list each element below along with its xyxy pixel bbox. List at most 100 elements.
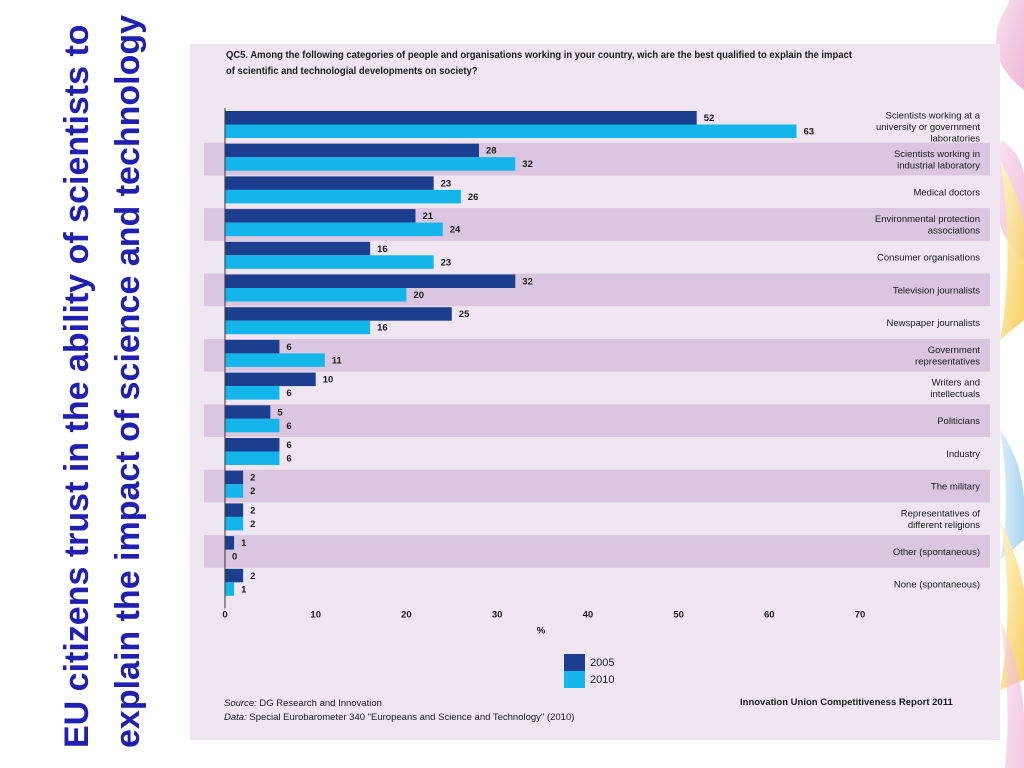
report-name: Innovation Union Competitiveness Report … <box>740 697 953 708</box>
value-label-2005: 25 <box>459 309 470 320</box>
value-label-2010: 63 <box>804 127 815 138</box>
value-label-2005: 23 <box>441 178 452 189</box>
value-label-2010: 32 <box>522 159 533 170</box>
x-tick-label: 0 <box>222 610 227 621</box>
bar-2010 <box>225 484 244 498</box>
bar-2010 <box>225 386 280 400</box>
bars: 5263283223262124162332202516611106566622… <box>225 111 814 596</box>
row-band <box>204 404 990 437</box>
bar-2010 <box>225 124 797 138</box>
legend-item-2005: 2005 <box>564 654 614 671</box>
category-label: Scientists working at a university or gov… <box>876 110 981 144</box>
legend-label-2005: 2005 <box>590 656 615 669</box>
value-label-2005: 10 <box>323 375 334 386</box>
category-labels: Scientists working at a university or gov… <box>875 110 981 590</box>
bar-2005 <box>225 111 697 125</box>
x-tick-label: 70 <box>855 610 866 621</box>
value-label-2005: 2 <box>250 505 255 516</box>
chart-title: QC5. Among the following categories of p… <box>226 49 852 77</box>
bar-2010 <box>225 320 371 335</box>
value-label-2010: 6 <box>286 388 291 399</box>
value-label-2005: 1 <box>241 538 247 549</box>
value-label-2005: 52 <box>704 113 715 124</box>
value-label-2010: 26 <box>468 192 479 203</box>
category-label: Television journalists <box>893 285 980 296</box>
bar-2010 <box>225 222 443 237</box>
x-tick-label: 10 <box>310 610 321 621</box>
category-label: Scientists working in industrial laborato… <box>894 149 980 172</box>
source-line: Source: DG Research and Innovation <box>224 697 574 711</box>
bar-2010 <box>225 516 244 531</box>
x-tick-label: 40 <box>583 610 594 621</box>
row-band <box>204 338 990 372</box>
value-label-2010: 16 <box>377 323 388 334</box>
value-label-2005: 5 <box>277 407 283 418</box>
bar-2010 <box>225 353 325 367</box>
bar-2010 <box>225 451 280 465</box>
value-label-2010: 20 <box>413 290 424 301</box>
value-label-2005: 16 <box>377 244 388 255</box>
x-tick-label: 50 <box>673 610 684 621</box>
row-band <box>204 469 990 503</box>
x-tick-label: 60 <box>764 610 775 621</box>
row-bands <box>204 142 990 568</box>
bar-2010 <box>225 288 407 302</box>
category-label: Other (spontaneous) <box>893 547 980 558</box>
category-label: Representatives of different religions <box>901 509 981 532</box>
bar-2005 <box>225 339 280 354</box>
bar-2005 <box>225 503 244 517</box>
x-tick-label: 30 <box>492 610 503 621</box>
bar-2005 <box>225 568 244 583</box>
legend-swatch-2010 <box>564 671 585 688</box>
value-label-2005: 2 <box>250 571 255 582</box>
x-tick-label: 20 <box>401 610 412 621</box>
bar-2005 <box>225 176 434 190</box>
bar-2005 <box>225 209 416 223</box>
legend-label-2010: 2010 <box>590 673 615 686</box>
bar-2005 <box>225 405 271 419</box>
source-note: Source: DG Research and Innovation Data:… <box>224 697 574 725</box>
bar-2005 <box>225 438 280 452</box>
value-label-2010: 11 <box>332 355 343 366</box>
bar-2005 <box>225 307 452 321</box>
x-axis-label: % <box>537 626 546 637</box>
bar-2010 <box>225 255 434 269</box>
value-label-2010: 2 <box>250 486 255 497</box>
value-label-2005: 6 <box>286 342 291 353</box>
row-band <box>204 535 990 568</box>
bar-2010 <box>225 582 235 596</box>
value-label-2010: 1 <box>241 584 247 595</box>
category-label: None (spontaneous) <box>894 580 980 591</box>
bar-2005 <box>225 143 479 158</box>
legend: 2005 2010 <box>564 654 614 688</box>
bar-2005 <box>225 241 371 256</box>
source-label: Source: <box>224 698 257 709</box>
category-label: Politicians <box>937 416 980 427</box>
category-label: The military <box>931 482 980 493</box>
value-label-2010: 23 <box>441 257 452 268</box>
source-text: DG Research and Innovation <box>259 698 382 709</box>
value-label-2005: 32 <box>522 277 533 288</box>
x-axis: 0 10 20 30 40 50 60 70% <box>222 108 865 637</box>
category-label: Environmental protection associations <box>875 214 980 237</box>
value-label-2005: 6 <box>286 440 291 451</box>
legend-swatch-2005 <box>564 654 585 671</box>
value-label-2010: 6 <box>286 421 291 432</box>
value-label-2010: 24 <box>450 225 461 236</box>
value-label-2010: 2 <box>250 519 255 530</box>
data-line: Data: Special Eurobarometer 340 "Europea… <box>224 711 574 725</box>
legend-item-2010: 2010 <box>564 671 614 688</box>
data-label: Data: <box>224 712 247 723</box>
category-label: Writers and intellectuals <box>930 378 980 401</box>
value-label-2005: 21 <box>423 211 434 222</box>
value-label-2005: 2 <box>250 473 255 484</box>
data-source-text: Special Eurobarometer 340 "Europeans and… <box>249 712 575 723</box>
value-label-2005: 28 <box>486 146 497 157</box>
bar-2005 <box>225 372 316 387</box>
category-label: Government representatives <box>915 345 980 368</box>
bar-2010 <box>225 418 280 433</box>
bar-2010 <box>225 157 516 171</box>
bar-2005 <box>225 274 516 288</box>
